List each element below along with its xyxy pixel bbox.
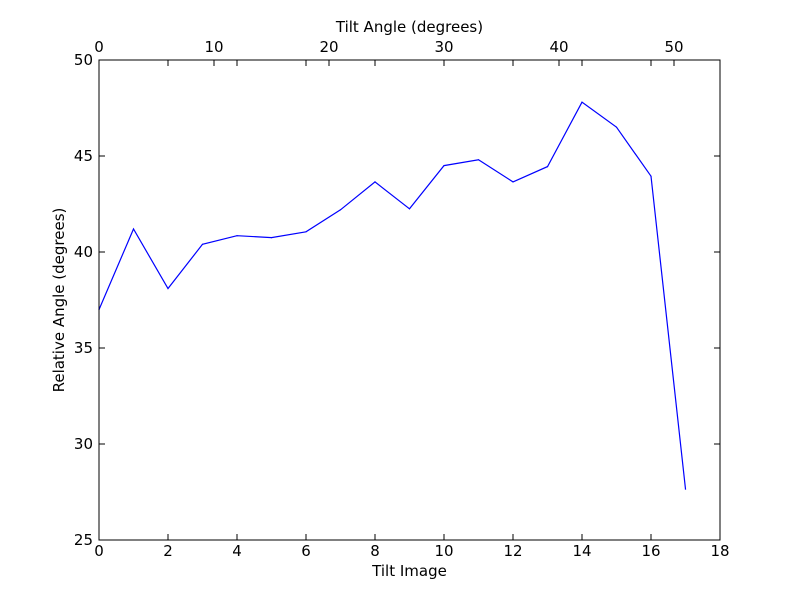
data-point xyxy=(167,287,169,290)
data-point xyxy=(201,243,204,245)
data-point xyxy=(546,166,549,168)
data-point xyxy=(512,181,514,183)
data-point xyxy=(339,209,342,211)
data-point xyxy=(615,126,618,128)
x2-tick-label: 50 xyxy=(664,38,683,56)
plot-area xyxy=(99,60,720,540)
y-tick-label: 35 xyxy=(74,339,93,357)
x2-axis-title: Tilt Angle (degrees) xyxy=(335,18,483,36)
y-tick-label: 25 xyxy=(74,531,93,549)
x2-tick-label: 30 xyxy=(434,38,453,56)
data-point xyxy=(305,231,307,233)
data-point xyxy=(132,228,135,230)
x-tick-label: 8 xyxy=(370,542,380,560)
x2-tick-label: 0 xyxy=(94,38,104,56)
data-point xyxy=(374,181,376,183)
x-tick-label: 10 xyxy=(434,542,453,560)
y-tick-label: 30 xyxy=(74,435,93,453)
x-tick-label: 6 xyxy=(301,542,311,560)
y-tick-label: 40 xyxy=(74,243,93,261)
data-point xyxy=(270,237,273,239)
x-tick-label: 18 xyxy=(710,542,729,560)
x-tick-label: 12 xyxy=(503,542,522,560)
data-point xyxy=(650,175,652,177)
data-point xyxy=(236,235,238,237)
series-line xyxy=(98,101,687,490)
data-point xyxy=(581,101,583,103)
x-axis-title: Tilt Image xyxy=(371,562,447,580)
data-point xyxy=(443,165,445,167)
x2-tick-label: 20 xyxy=(319,38,338,56)
data-point xyxy=(408,208,411,210)
y-tick-label: 50 xyxy=(74,51,93,69)
y-tick-label: 45 xyxy=(74,147,93,165)
data-point xyxy=(684,488,687,490)
data-point xyxy=(477,159,480,161)
x2-tick-label: 10 xyxy=(204,38,223,56)
y-axis-title: Relative Angle (degrees) xyxy=(50,208,68,393)
x-tick-label: 0 xyxy=(94,542,104,560)
x2-tick-label: 40 xyxy=(549,38,568,56)
x-tick-label: 16 xyxy=(641,542,660,560)
x-tick-label: 2 xyxy=(163,542,173,560)
x-tick-label: 4 xyxy=(232,542,242,560)
x-tick-label: 14 xyxy=(572,542,591,560)
plot-frame xyxy=(98,59,721,541)
